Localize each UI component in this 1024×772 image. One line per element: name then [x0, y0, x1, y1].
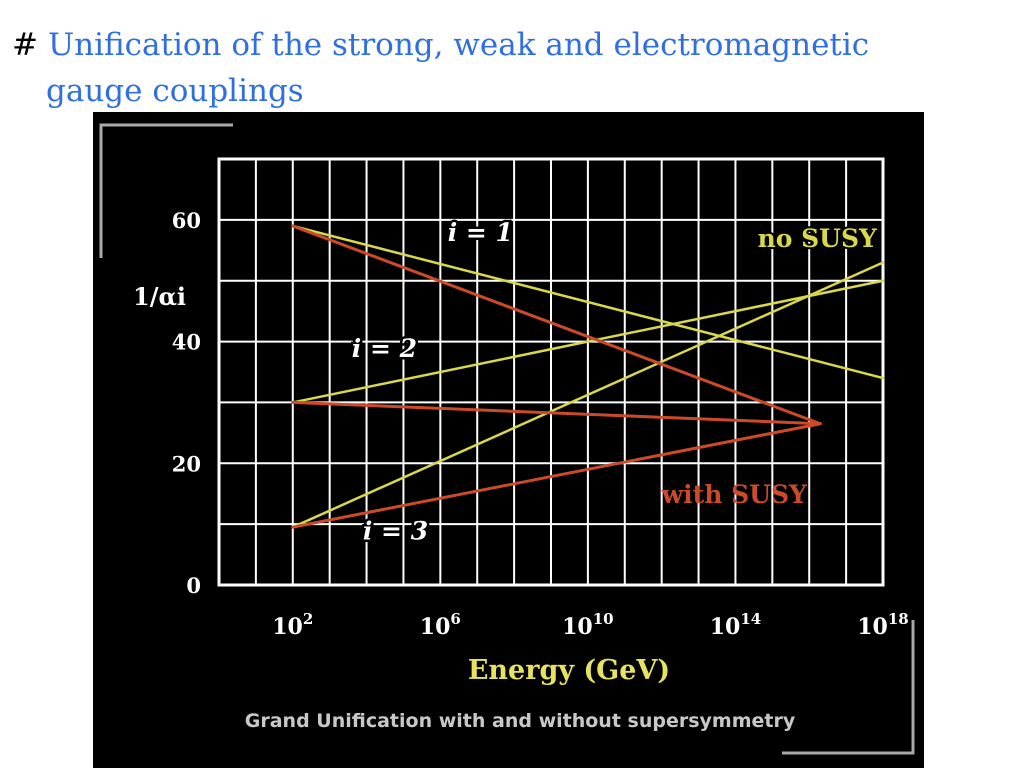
y-tick-label: 60 [172, 208, 201, 233]
series-line-with-susy-i3 [291, 422, 822, 529]
chart-caption: Grand Unification with and without super… [245, 710, 796, 732]
series-line-with-susy-i1 [291, 224, 822, 426]
title-line-1: Unification of the strong, weak and elec… [47, 27, 870, 63]
x-tick-label: 106 [420, 610, 461, 640]
plot-area-border [217, 157, 885, 587]
annotation-layer: i = 1 i = 2 i = 3 no SUSY with SUSY [349, 216, 880, 548]
x-tick-label: 102 [272, 610, 313, 640]
y-axis-label: 1/αi [133, 282, 186, 311]
no-susy-label: no SUSY [758, 224, 878, 253]
title-line-2: gauge couplings [46, 73, 304, 109]
y-tick-labels: 0 20 40 60 [172, 208, 201, 598]
frame-corner-bottom-right [782, 620, 915, 755]
curve-label: i = 2 [352, 334, 417, 363]
y-tick-label: 0 [186, 573, 201, 598]
y-tick-label: 20 [172, 451, 201, 476]
curve-label: i = 1 [448, 218, 513, 247]
with-susy-label: with SUSY [661, 480, 808, 509]
series-line-no-susy-i1 [291, 224, 885, 380]
curve-label: i = 3 [363, 516, 428, 545]
x-tick-label: 1018 [857, 610, 909, 640]
series-layer [291, 224, 885, 529]
x-tick-label: 1010 [562, 610, 614, 640]
slide-title: # Unification of the strong, weak and ele… [12, 22, 972, 114]
plot-border [217, 157, 885, 587]
frame-corners [99, 123, 915, 755]
x-tick-label: 1014 [710, 610, 762, 640]
title-bullet: # [12, 27, 38, 63]
series-line-with-susy-i2 [291, 400, 822, 426]
x-tick-labels: 102 106 1010 1014 1018 [272, 610, 909, 640]
frame-corner-top-left [99, 123, 233, 258]
chart-grid [219, 159, 883, 585]
x-axis-label: Energy (GeV) [468, 655, 670, 686]
series-line-no-susy-i3 [291, 261, 885, 529]
series-line-no-susy-i2 [291, 279, 885, 404]
y-tick-label: 40 [172, 330, 201, 355]
